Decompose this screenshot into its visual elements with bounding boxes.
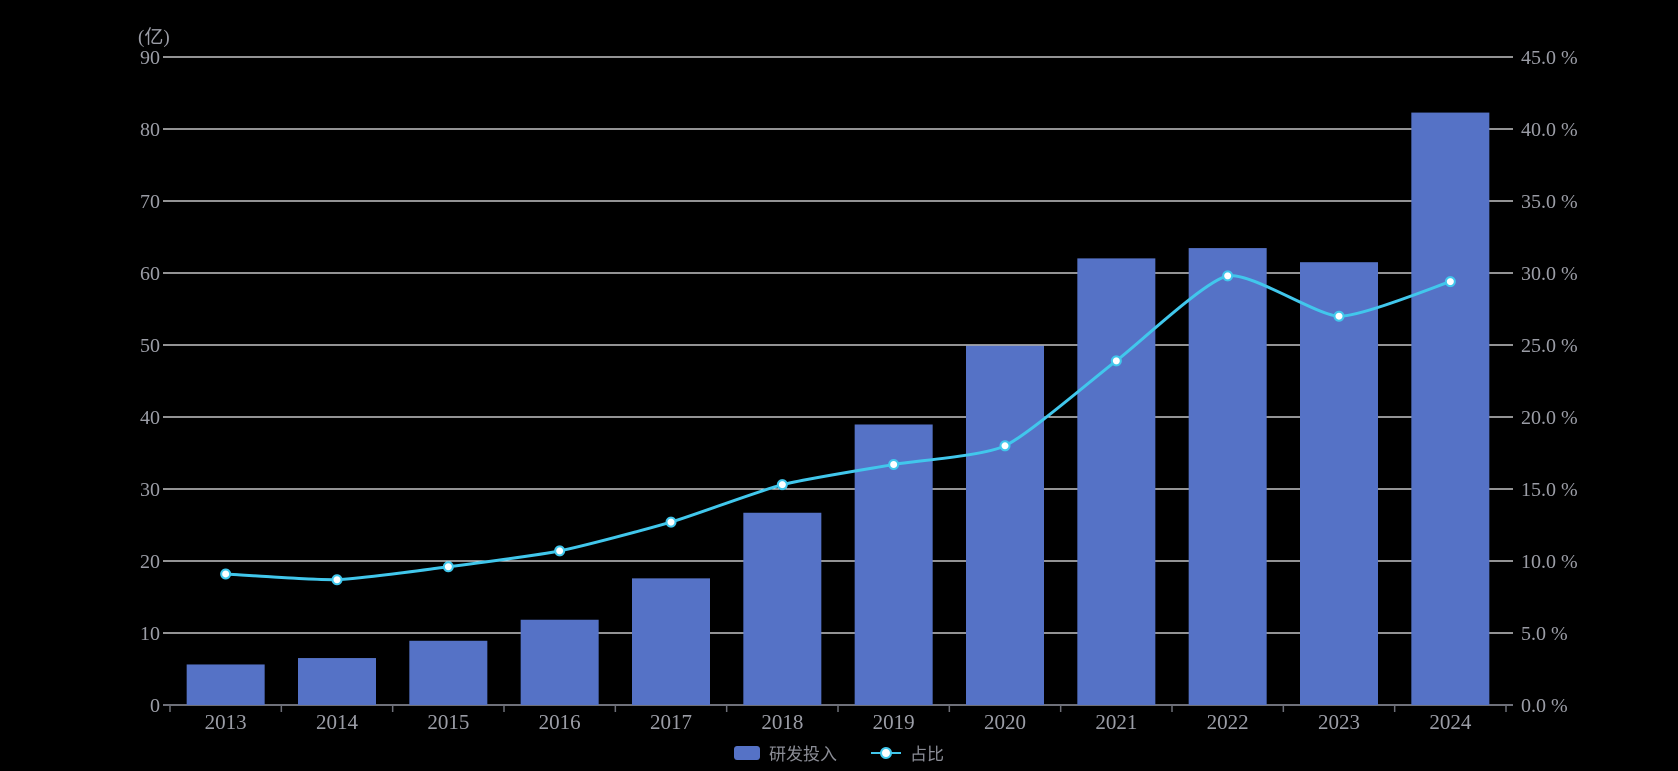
x-axis <box>163 704 1513 712</box>
left-axis-unit-label: (亿) <box>138 27 170 48</box>
x-axis-label-2019: 2019 <box>873 710 915 734</box>
right-axis-tick-label: 30.0 % <box>1521 263 1578 285</box>
right-axis-tick-label: 40.0 % <box>1521 119 1578 141</box>
gridlines <box>163 56 1513 634</box>
right-axis-tick-label: 35.0 % <box>1521 191 1578 213</box>
bar-2021 <box>1077 258 1156 705</box>
bar-2017 <box>632 578 710 705</box>
line-point-2014 <box>331 574 343 586</box>
right-axis-tick-label: 15.0 % <box>1521 479 1578 501</box>
left-axis-tick-label: 40 <box>140 407 160 429</box>
line-point-2022 <box>1222 270 1234 282</box>
bar-series <box>186 112 1490 706</box>
bar-2015 <box>409 640 488 705</box>
legend-item-bar-series[interactable]: 研发投入 <box>734 740 837 765</box>
line-point-2019 <box>888 459 900 471</box>
left-axis-tick-label: 20 <box>140 551 160 573</box>
line-point-2021 <box>1110 355 1122 367</box>
right-axis-tick-label: 5.0 % <box>1521 623 1568 645</box>
left-axis-tick-label: 90 <box>140 47 160 69</box>
line-point-2015 <box>442 561 454 573</box>
left-axis-tick-label: 50 <box>140 335 160 357</box>
line-point-2024 <box>1444 276 1456 288</box>
legend-item-line-series[interactable]: 占比 <box>871 740 944 765</box>
line-point-2013 <box>220 568 232 580</box>
line-point-2016 <box>554 545 566 557</box>
bar-2024 <box>1411 112 1490 706</box>
line-point-2020 <box>999 440 1011 452</box>
left-axis-tick-label: 60 <box>140 263 160 285</box>
x-axis-label-2023: 2023 <box>1318 710 1360 734</box>
left-axis-tick-label: 30 <box>140 479 160 501</box>
x-axis-label-2016: 2016 <box>539 710 581 734</box>
legend-label-line: 占比 <box>910 745 944 764</box>
line-series-marker-icon <box>871 746 901 759</box>
bar-2022 <box>1188 248 1267 705</box>
left-axis-tick-label: 0 <box>150 695 160 717</box>
x-axis-label-2013: 2013 <box>205 710 247 734</box>
line-point-2023 <box>1333 310 1345 322</box>
left-axis-tick-label: 80 <box>140 119 160 141</box>
x-axis-label-2014: 2014 <box>316 710 359 734</box>
bar-series-swatch-icon <box>734 745 760 760</box>
x-axis-label-2021: 2021 <box>1095 710 1137 734</box>
left-axis-tick-label: 10 <box>140 623 160 645</box>
x-axis-label-2020: 2020 <box>984 710 1026 734</box>
bar-2019 <box>854 424 933 705</box>
right-axis-tick-label: 45.0 % <box>1521 47 1578 69</box>
legend-label-bar: 研发投入 <box>769 745 837 764</box>
bar-2023 <box>1300 262 1378 705</box>
right-axis-tick-label: 0.0 % <box>1521 695 1568 717</box>
bar-2020 <box>966 345 1044 705</box>
bar-2018 <box>743 512 822 705</box>
x-axis-label-2022: 2022 <box>1207 710 1249 734</box>
right-axis-tick-label: 20.0 % <box>1521 407 1578 429</box>
x-axis-label-2017: 2017 <box>650 710 692 734</box>
line-point-2017 <box>665 516 677 528</box>
line-series <box>220 270 1456 586</box>
line-point-2018 <box>776 479 788 491</box>
bar-2013 <box>186 664 265 705</box>
right-axis-tick-label: 10.0 % <box>1521 551 1578 573</box>
right-axis-tick-label: 25.0 % <box>1521 335 1578 357</box>
left-axis-tick-label: 70 <box>140 191 160 213</box>
legend: 研发投入 占比 <box>0 740 1678 765</box>
bar-2016 <box>520 619 599 705</box>
x-axis-label-2024: 2024 <box>1429 710 1472 734</box>
bar-2014 <box>298 658 376 705</box>
x-axis-label-2015: 2015 <box>427 710 469 734</box>
x-axis-label-2018: 2018 <box>761 710 803 734</box>
